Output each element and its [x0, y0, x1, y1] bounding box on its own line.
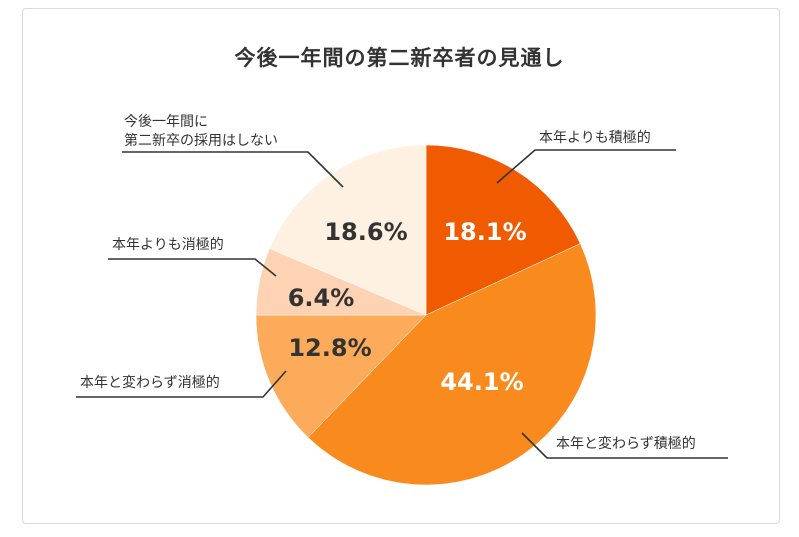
data-label-5: 18.6%	[324, 218, 407, 246]
pie-slice-1	[425, 144, 581, 316]
data-label-2: 44.1%	[440, 368, 523, 396]
category-label-4: 本年よりも消極的	[112, 237, 224, 253]
category-label-1: 本年よりも積極的	[539, 130, 651, 146]
leader-line-3	[76, 370, 287, 398]
data-label-1: 18.1%	[443, 218, 526, 246]
pie-slice-3	[255, 314, 427, 438]
category-label-5: 今後一年間に第二新卒の採用はしない	[124, 114, 278, 149]
leader-line-5	[122, 151, 344, 188]
leader-line-1	[496, 149, 676, 184]
category-label-2: 本年と変わらず積極的	[556, 435, 696, 452]
data-label-3: 12.8%	[288, 334, 371, 362]
pie-slice-5	[269, 144, 427, 316]
pie-slice-2	[307, 243, 597, 486]
data-label-4: 6.4%	[288, 284, 355, 312]
chart-title: 今後一年間の第二新卒者の見通し	[234, 46, 565, 70]
category-label-3: 本年と変わらず消極的	[80, 374, 220, 391]
leader-line-4	[108, 258, 277, 277]
leader-line-2	[521, 432, 728, 459]
